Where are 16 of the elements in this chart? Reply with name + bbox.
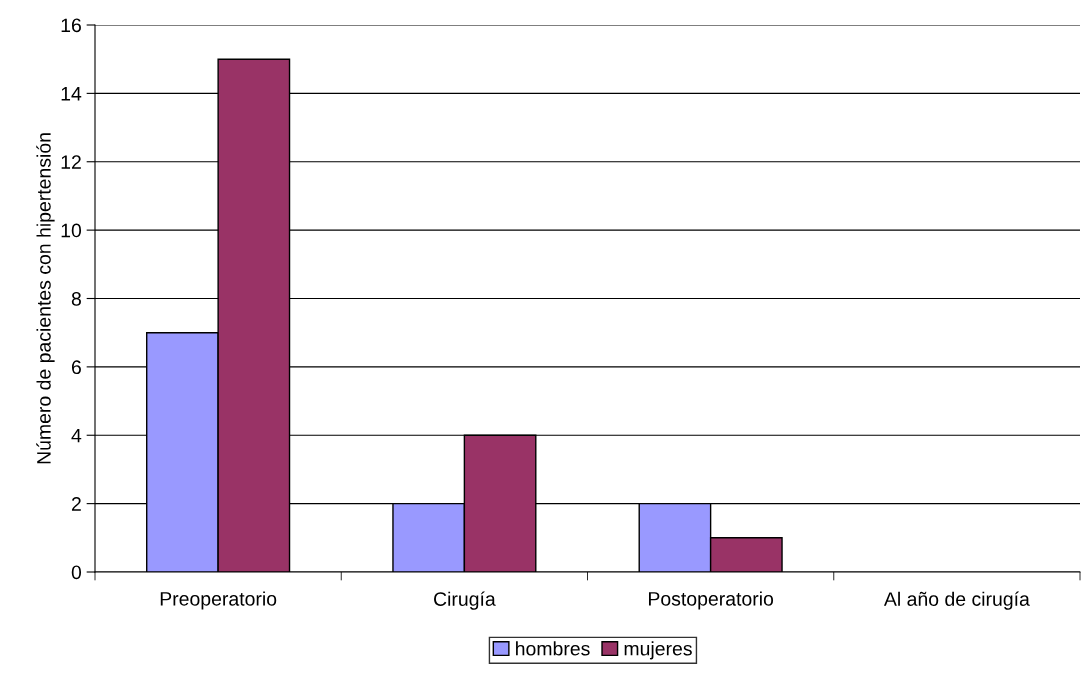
y-tick-label: 14: [61, 87, 82, 101]
y-tick-label: 6: [71, 360, 81, 375]
legend-label: mujeres: [624, 641, 692, 660]
x-tick-label: Postoperatorio: [648, 591, 774, 610]
x-tick-label: Cirugía: [434, 591, 496, 610]
x-tick-label: Preoperatorio: [160, 591, 277, 610]
y-tick-label: 12: [61, 155, 81, 169]
y-tick-label: 10: [61, 223, 82, 238]
y-tick-label: 2: [71, 497, 81, 511]
y-tick-label: 0: [71, 565, 82, 580]
x-tick-label: Al año de cirugía: [883, 591, 1030, 610]
y-tick-label: 8: [71, 291, 81, 306]
legend-label: hombres: [516, 641, 590, 656]
y-tick-label: 4: [71, 428, 82, 443]
y-tick-label: 16: [61, 18, 81, 33]
y-axis-title: Número de pacientes con hipertensión: [36, 133, 55, 464]
